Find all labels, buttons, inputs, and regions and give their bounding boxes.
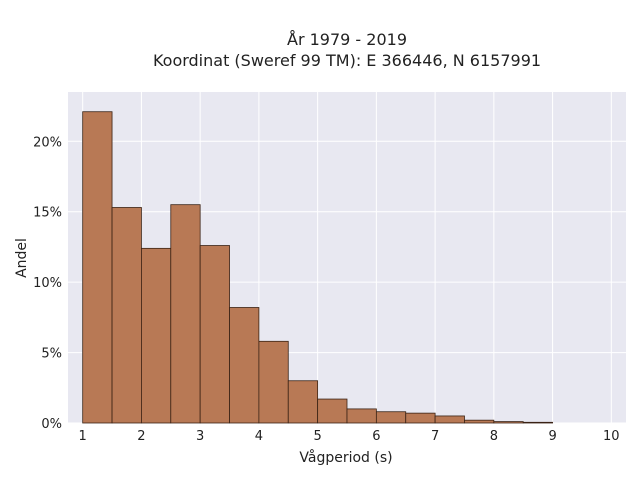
x-axis-ticks: 1 2 3 4 5 6 7 8 9 10 — [79, 429, 620, 444]
x-tick-label: 5 — [313, 429, 321, 444]
histogram-bar — [141, 247, 172, 424]
histogram-bar — [375, 411, 407, 424]
y-tick-label: 10% — [33, 276, 62, 291]
histogram-bar — [434, 415, 465, 424]
histogram-bar — [287, 380, 319, 424]
chart-title-line1: År 1979 - 2019 — [287, 30, 407, 49]
histogram-bar — [317, 398, 348, 424]
y-tick-label: 20% — [33, 135, 62, 150]
chart-title-line2: Koordinat (Sweref 99 TM): E 366446, N 61… — [153, 51, 541, 70]
x-tick-label: 4 — [255, 429, 263, 444]
histogram-bar — [464, 419, 495, 424]
histogram-bar — [229, 307, 260, 424]
histogram-bar — [170, 204, 201, 424]
x-tick-label: 9 — [548, 429, 556, 444]
histogram-bar — [258, 340, 289, 424]
histogram-bar — [199, 245, 230, 424]
y-tick-label: 15% — [33, 206, 62, 221]
histogram-bar — [82, 111, 113, 424]
histogram-bars — [82, 111, 553, 424]
x-axis-label: Vågperiod (s) — [299, 449, 392, 466]
histogram-bar — [111, 207, 142, 424]
histogram-bar — [522, 421, 553, 424]
x-tick-label: 8 — [490, 429, 498, 444]
x-tick-label: 2 — [137, 429, 145, 444]
x-tick-label: 1 — [79, 429, 87, 444]
histogram-bar — [405, 412, 436, 424]
y-axis-label: Andel — [14, 238, 30, 278]
histogram-bar — [346, 408, 377, 424]
y-tick-label: 0% — [41, 417, 62, 432]
x-tick-label: 7 — [431, 429, 439, 444]
x-tick-label: 6 — [372, 429, 380, 444]
x-tick-label: 3 — [196, 429, 204, 444]
y-axis-ticks: 0% 5% 10% 15% 20% — [33, 135, 62, 432]
x-tick-label: 10 — [603, 429, 620, 444]
y-tick-label: 5% — [41, 347, 62, 362]
histogram-bar — [493, 421, 524, 424]
